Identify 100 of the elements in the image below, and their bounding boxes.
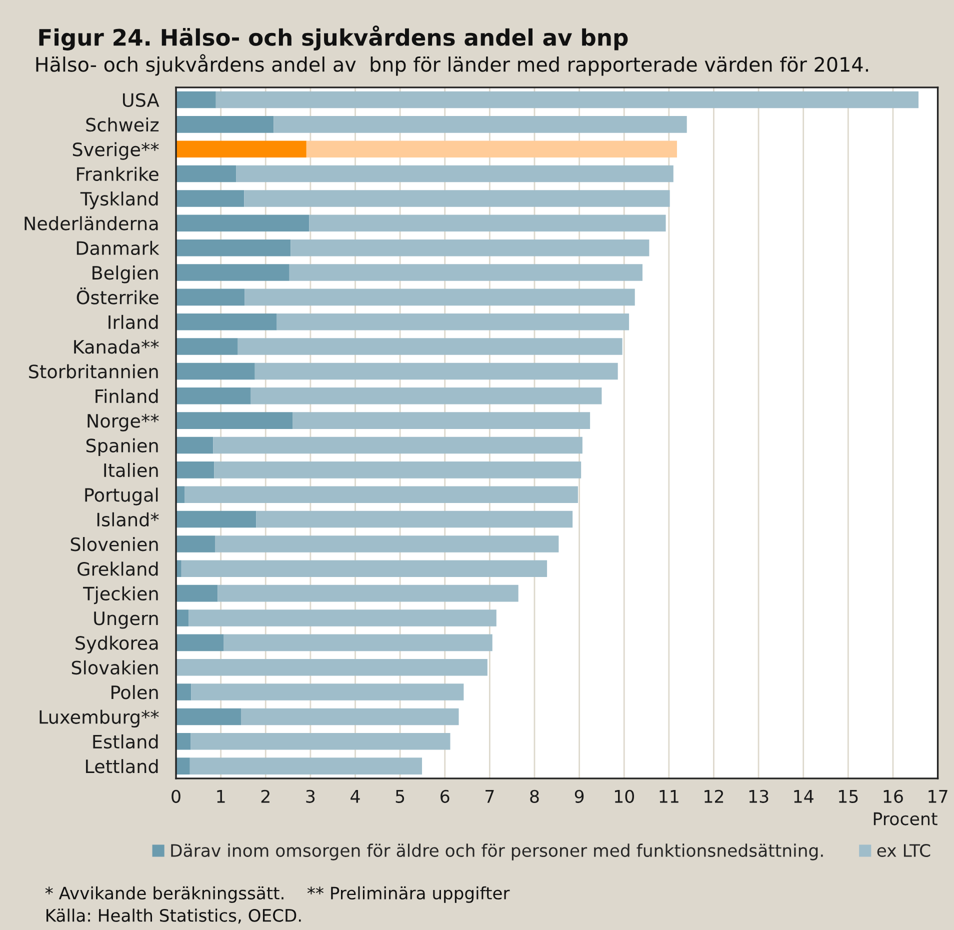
bar xyxy=(176,116,274,133)
x-tick-label: 5 xyxy=(396,790,404,803)
bar xyxy=(176,190,244,207)
bar xyxy=(176,658,488,676)
bar xyxy=(309,214,666,232)
bar xyxy=(181,560,548,578)
bar xyxy=(191,684,464,700)
y-tick-label: Danmark xyxy=(76,240,160,256)
bar xyxy=(176,264,290,281)
bar xyxy=(176,610,189,626)
chart-subtitle: Hälso- och sjukvårdens andel av bnp för länder med rapporterade värden för 2014. xyxy=(36,54,868,76)
y-tick-label: Tyskland xyxy=(80,192,158,210)
y-tick-label: Slovenien xyxy=(70,537,158,552)
bar xyxy=(218,584,518,602)
chart-title: Figur 24. Hälso- och sjukvårdens andel av bnp xyxy=(39,25,628,50)
bar xyxy=(176,634,224,652)
y-tick-label: Polen xyxy=(112,685,158,700)
y-tick-label: Schweiz xyxy=(86,117,159,132)
y-tick-label: Irland xyxy=(108,314,158,330)
bar xyxy=(256,510,573,528)
bar xyxy=(292,412,590,429)
text: * Avvikande beräkningssätt. ** Preliminära uppgifter xyxy=(45,886,510,903)
y-tick-label: Lettland xyxy=(86,759,158,774)
x-tick-label: 9 xyxy=(574,790,584,803)
x-tick-label: 17 xyxy=(928,790,948,803)
bar xyxy=(190,758,422,774)
bar xyxy=(289,264,642,281)
bar xyxy=(176,510,256,528)
y-tick-label: Italien xyxy=(104,462,158,478)
y-tick-label: Finland xyxy=(96,388,158,404)
bar xyxy=(176,214,310,232)
legend-label: ex LTC xyxy=(877,844,930,857)
bar xyxy=(238,338,622,355)
bar xyxy=(236,165,674,182)
x-tick-label: 0 xyxy=(172,790,180,803)
y-tick-label: Frankrike xyxy=(77,166,158,182)
bar xyxy=(176,165,236,182)
y-tick-label: Belgien xyxy=(92,266,158,284)
y-tick-label: Norge** xyxy=(88,414,159,432)
bar xyxy=(176,338,238,355)
x-tick-label: 14 xyxy=(794,790,814,803)
bar xyxy=(254,362,618,380)
bar xyxy=(176,733,191,750)
bar xyxy=(176,239,291,256)
x-tick-label: 16 xyxy=(884,790,903,803)
bar xyxy=(184,486,578,503)
bar xyxy=(176,91,216,108)
bar xyxy=(214,462,582,478)
bar xyxy=(190,733,450,750)
x-tick-label: 1 xyxy=(217,790,225,803)
bar xyxy=(176,708,241,726)
y-tick-label: Österrike xyxy=(76,287,158,304)
legend-label: Därav inom omsorgen för äldre och för personer med funktionsnedsättning. xyxy=(171,844,823,860)
x-tick-label: 15 xyxy=(839,790,858,803)
x-tick-label: 10 xyxy=(614,790,634,803)
x-axis-title: Procent xyxy=(874,812,938,826)
y-tick-label: Spanien xyxy=(86,438,158,456)
y-tick-label: Ungern xyxy=(94,612,158,629)
bar xyxy=(188,610,496,626)
bar xyxy=(224,634,492,652)
x-tick-label: 12 xyxy=(704,790,724,803)
x-tick-label: 6 xyxy=(440,790,450,803)
bar xyxy=(176,536,215,552)
x-tick-label: 8 xyxy=(530,790,539,803)
y-tick-label: Portugal xyxy=(85,488,158,506)
bar xyxy=(176,313,277,330)
bar xyxy=(215,536,559,552)
bar xyxy=(216,91,919,108)
x-tick-label: 2 xyxy=(261,790,270,803)
y-tick-label: Island* xyxy=(97,512,159,527)
bar xyxy=(306,140,677,158)
y-tick-label: Slovakien xyxy=(72,660,158,675)
y-tick-label: Grekland xyxy=(78,562,158,576)
bar xyxy=(176,684,192,700)
bar xyxy=(176,462,214,478)
y-tick-label: USA xyxy=(123,93,160,107)
y-tick-label: Sverige** xyxy=(72,142,159,160)
bar xyxy=(176,140,306,158)
y-tick-label: Estland xyxy=(93,734,158,749)
bar xyxy=(240,708,459,726)
bar xyxy=(176,436,214,454)
bar xyxy=(176,584,218,602)
bar xyxy=(274,116,687,133)
y-tick-label: Tjeckien xyxy=(83,586,158,604)
bar xyxy=(176,362,255,380)
bar xyxy=(244,190,670,207)
bar xyxy=(276,313,630,330)
y-tick-label: Sydkorea xyxy=(76,636,158,654)
bar xyxy=(213,436,582,454)
x-tick-label: 4 xyxy=(350,790,360,803)
x-tick-label: 3 xyxy=(306,790,315,803)
bar xyxy=(290,239,650,256)
text: Källa: Health Statistics, OECD. xyxy=(46,908,301,924)
y-tick-label: Luxemburg** xyxy=(40,710,159,728)
bar xyxy=(176,388,251,404)
bar xyxy=(250,388,602,404)
x-tick-label: 13 xyxy=(749,790,768,803)
y-tick-label: Kanada** xyxy=(74,340,159,354)
bar xyxy=(176,412,293,429)
bar xyxy=(176,758,190,774)
